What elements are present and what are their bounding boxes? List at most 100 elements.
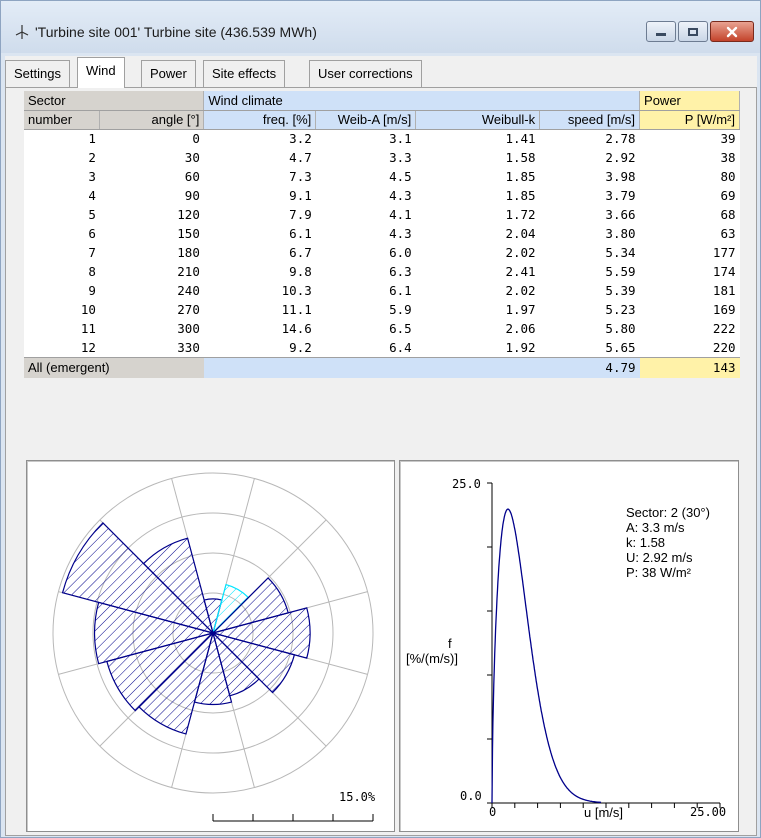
info-k: k: 1.58 — [626, 535, 666, 550]
cell-speed: 5.39 — [539, 281, 640, 300]
cell-freq: 3.2 — [203, 129, 316, 148]
cell-number: 1 — [24, 129, 100, 148]
cell-angle: 60 — [99, 167, 204, 186]
cell-weib-a: 4.5 — [315, 167, 416, 186]
tab-settings[interactable]: Settings — [5, 60, 70, 87]
tab-site-effects[interactable]: Site effects — [203, 60, 286, 87]
table-row[interactable]: 10 270 11.1 5.9 1.97 5.23 169 — [24, 300, 740, 319]
cell-angle: 300 — [99, 319, 204, 338]
tab-user-corrections[interactable]: User corrections — [309, 60, 422, 87]
cell-angle: 270 — [99, 300, 204, 319]
x-min-label: 0 — [489, 805, 497, 819]
table-row[interactable]: 8 210 9.8 6.3 2.41 5.59 174 — [24, 262, 740, 281]
summary-row: All (emergent) 4.79 143 — [24, 356, 740, 378]
cell-weib-a: 3.1 — [315, 129, 416, 148]
cell-power: 169 — [639, 300, 740, 319]
cell-speed: 5.80 — [539, 319, 640, 338]
table-row[interactable]: 9 240 10.3 6.1 2.02 5.39 181 — [24, 281, 740, 300]
group-header-row: Sector Wind climate Power — [24, 91, 740, 111]
cell-speed: 3.98 — [539, 167, 640, 186]
close-button[interactable] — [710, 21, 754, 42]
cell-freq: 4.7 — [203, 148, 316, 167]
col-speed[interactable]: speed [m/s] — [539, 110, 641, 130]
column-header-row: number angle [°] freq. [%] Weib-A [m/s] … — [24, 110, 740, 130]
cell-freq: 9.1 — [203, 186, 316, 205]
tab-bar: Settings Wind Power Site effects User co… — [5, 56, 757, 88]
x-max-label: 25.00 — [690, 805, 727, 819]
table-row[interactable]: 6 150 6.1 4.3 2.04 3.80 63 — [24, 224, 740, 243]
cell-power: 222 — [639, 319, 740, 338]
cell-number: 7 — [24, 243, 100, 262]
cell-weib-a: 4.3 — [315, 224, 416, 243]
cell-angle: 180 — [99, 243, 204, 262]
table-row[interactable]: 1 0 3.2 3.1 1.41 2.78 39 — [24, 129, 740, 148]
col-freq[interactable]: freq. [%] — [203, 110, 317, 130]
cell-freq: 6.1 — [203, 224, 316, 243]
cell-weibull-k: 1.41 — [415, 129, 540, 148]
table-row[interactable]: 7 180 6.7 6.0 2.02 5.34 177 — [24, 243, 740, 262]
minimize-button[interactable] — [646, 21, 676, 42]
header-power: Power — [639, 91, 740, 111]
close-icon — [726, 26, 738, 37]
info-u: U: 2.92 m/s — [626, 550, 693, 565]
cell-speed: 2.92 — [539, 148, 640, 167]
cell-weib-a: 4.3 — [315, 186, 416, 205]
cell-weibull-k: 2.06 — [415, 319, 540, 338]
col-weib-a[interactable]: Weib-A [m/s] — [315, 110, 417, 130]
table-row[interactable]: 5 120 7.9 4.1 1.72 3.66 68 — [24, 205, 740, 224]
weibull-curve — [491, 508, 602, 804]
cell-weibull-k: 1.92 — [415, 338, 540, 357]
cell-speed: 2.78 — [539, 129, 640, 148]
cell-freq: 14.6 — [203, 319, 316, 338]
cell-number: 9 — [24, 281, 100, 300]
table-row[interactable]: 2 30 4.7 3.3 1.58 2.92 38 — [24, 148, 740, 167]
col-number[interactable]: number — [24, 110, 101, 130]
table-row[interactable]: 4 90 9.1 4.3 1.85 3.79 69 — [24, 186, 740, 205]
y-max-label: 25.0 — [452, 477, 481, 491]
sector-table[interactable]: Sector Wind climate Power number angle [… — [24, 91, 740, 378]
distribution-panel[interactable]: 25.0 0.0 0 25.00 u [m/s] f [%/(m/s)] Sec… — [399, 460, 739, 832]
cell-number: 6 — [24, 224, 100, 243]
minimize-icon — [656, 33, 666, 36]
cell-angle: 0 — [99, 129, 204, 148]
maximize-button[interactable] — [678, 21, 708, 42]
cell-angle: 90 — [99, 186, 204, 205]
summary-power: 143 — [639, 356, 740, 378]
rose-sector-11 — [61, 522, 216, 635]
cell-angle: 210 — [99, 262, 204, 281]
cell-freq: 7.3 — [203, 167, 316, 186]
header-sector: Sector — [24, 91, 205, 111]
cell-weib-a: 4.1 — [315, 205, 416, 224]
cell-freq: 10.3 — [203, 281, 316, 300]
tab-wind[interactable]: Wind — [77, 57, 125, 88]
rose-ring — [52, 472, 374, 794]
cell-number: 10 — [24, 300, 100, 319]
table-row[interactable]: 12 330 9.2 6.4 1.92 5.65 220 — [24, 338, 740, 357]
tab-power[interactable]: Power — [141, 60, 196, 87]
cell-number: 11 — [24, 319, 100, 338]
summary-spacer — [203, 356, 540, 378]
cell-power: 181 — [639, 281, 740, 300]
cell-power: 220 — [639, 338, 740, 357]
rose-ring — [92, 512, 334, 754]
title-bar[interactable]: 'Turbine site 001' Turbine site (436.539… — [1, 1, 760, 53]
col-power-density[interactable]: P [W/m²] — [639, 110, 740, 130]
col-angle[interactable]: angle [°] — [99, 110, 205, 130]
table-row[interactable]: 11 300 14.6 6.5 2.06 5.80 222 — [24, 319, 740, 338]
cell-weib-a: 6.3 — [315, 262, 416, 281]
cell-speed: 5.65 — [539, 338, 640, 357]
frequency-distribution-chart — [487, 482, 721, 808]
col-weibull-k[interactable]: Weibull-k — [415, 110, 541, 130]
maximize-icon — [688, 27, 698, 36]
cell-weibull-k: 1.97 — [415, 300, 540, 319]
cell-number: 4 — [24, 186, 100, 205]
table-row[interactable]: 3 60 7.3 4.5 1.85 3.98 80 — [24, 167, 740, 186]
sector-info-box: Sector: 2 (30°) A: 3.3 m/s k: 1.58 U: 2.… — [626, 505, 710, 580]
cell-weibull-k: 2.41 — [415, 262, 540, 281]
info-a: A: 3.3 m/s — [626, 520, 685, 535]
cell-freq: 6.7 — [203, 243, 316, 262]
rose-sector-5 — [210, 631, 296, 694]
cell-number: 5 — [24, 205, 100, 224]
wind-rose-panel[interactable]: 15.0% — [26, 460, 395, 832]
